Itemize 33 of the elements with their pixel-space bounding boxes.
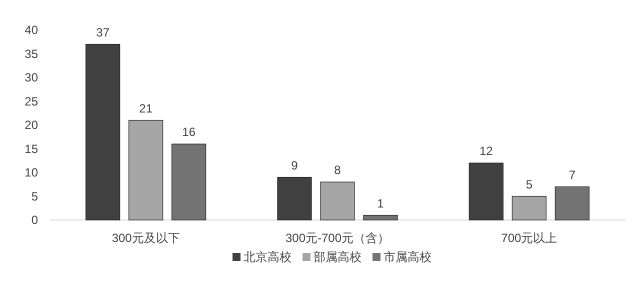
data-label: 1 [377,196,384,210]
y-tick-label: 20 [24,118,38,132]
data-label: 21 [139,101,153,116]
bar [172,144,206,220]
bar [554,186,590,220]
data-label: 16 [182,125,196,139]
data-label: 7 [568,168,576,182]
y-tick-label: 35 [24,46,38,61]
bar [468,162,504,220]
data-label: 12 [479,144,494,158]
legend-label: 市属高校 [384,250,432,264]
x-tick-label: 300元-700元（含） [285,231,390,245]
y-tick-label: 15 [24,142,38,156]
bar [320,182,355,220]
data-label: 5 [526,177,533,192]
y-tick-label: 10 [24,166,38,180]
data-label: 37 [96,25,110,40]
legend-label: 北京高校 [244,250,292,264]
bar [86,44,120,220]
bar [277,176,312,220]
data-label: 9 [291,158,298,172]
bar [363,214,398,220]
y-tick-label: 40 [24,23,38,37]
y-tick-label: 25 [24,94,38,108]
bar [512,196,546,220]
x-tick-label: 300元及以下 [112,231,180,245]
y-tick-label: 30 [24,70,38,84]
y-tick-label: 0 [31,213,38,227]
x-tick-label: 700元以上 [501,231,558,245]
data-label: 8 [334,163,342,177]
legend-label: 部属高校 [314,250,362,264]
bar [128,120,164,220]
y-tick-label: 5 [31,189,38,204]
